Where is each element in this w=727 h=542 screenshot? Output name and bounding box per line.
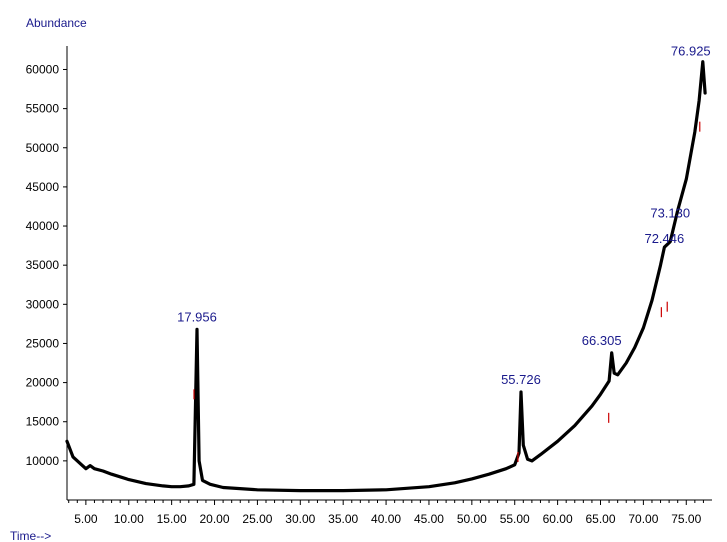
x-tick-label: 70.00 <box>628 512 658 526</box>
x-tick-label: 65.00 <box>585 512 615 526</box>
chromatogram-trace <box>65 60 707 493</box>
x-tick-label: 45.00 <box>414 512 444 526</box>
x-tick-label: 15.00 <box>157 512 187 526</box>
axes <box>66 46 712 501</box>
x-tick-label: 40.00 <box>371 512 401 526</box>
x-tick-label: 55.00 <box>500 512 530 526</box>
x-tick-label: 60.00 <box>543 512 573 526</box>
peak-label: 76.925 <box>671 44 711 59</box>
y-tick-label: 10000 <box>26 454 60 468</box>
peak-label: 72.446 <box>644 231 684 246</box>
peak-label: 73.130 <box>650 206 690 221</box>
x-axis-title: Time--> <box>10 529 51 542</box>
peak-label: 55.726 <box>501 372 541 387</box>
peak-label: 17.956 <box>177 309 217 324</box>
y-tick-label: 25000 <box>26 336 60 350</box>
y-tick-label: 60000 <box>26 62 60 76</box>
y-tick-label: 55000 <box>26 102 60 116</box>
trace-group <box>65 60 707 493</box>
y-tick-label: 45000 <box>26 180 60 194</box>
x-tick-label: 35.00 <box>328 512 358 526</box>
x-tick-label: 25.00 <box>242 512 272 526</box>
x-tick-label: 75.00 <box>671 512 701 526</box>
x-tick-label: 10.00 <box>114 512 144 526</box>
y-tick-label: 15000 <box>26 415 60 429</box>
x-ticks: 5.00 10.00 15.00 20.00 25.00 30.00 35.00 40.00 4… <box>68 500 704 526</box>
x-tick-label: 50.00 <box>457 512 487 526</box>
x-tick-label: 30.00 <box>285 512 315 526</box>
peak-labels: 17.956 55.726 66.305 73.130 72.446 76.925 <box>177 44 711 387</box>
y-tick-label: 20000 <box>26 376 60 390</box>
x-tick-label: 5.00 <box>74 512 98 526</box>
y-tick-label: 50000 <box>26 141 60 155</box>
y-axis-title: Abundance <box>26 16 87 30</box>
y-tick-label: 35000 <box>26 258 60 272</box>
x-tick-label: 20.00 <box>200 512 230 526</box>
y-tick-label: 30000 <box>26 297 60 311</box>
peak-label: 66.305 <box>582 333 622 348</box>
y-tick-label: 40000 <box>26 219 60 233</box>
y-ticks: 10000 15000 20000 25000 30000 35000 40000 45000… <box>26 62 67 468</box>
